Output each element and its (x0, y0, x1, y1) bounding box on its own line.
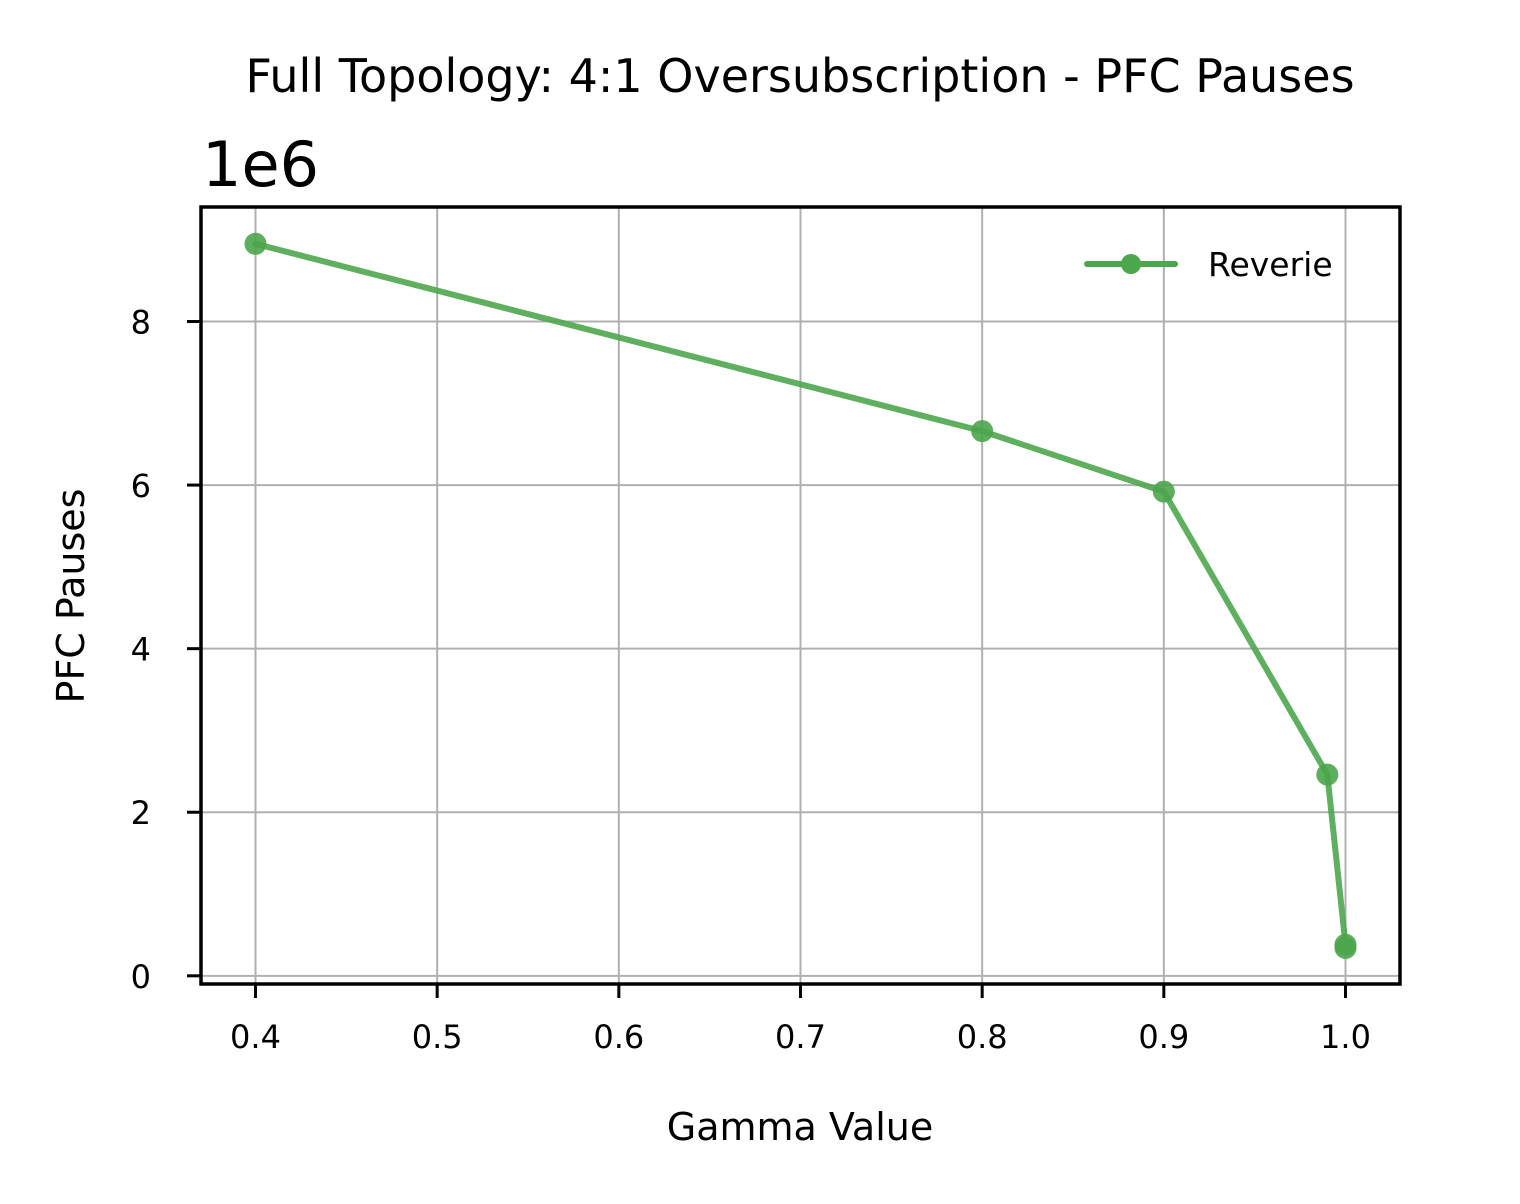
legend-label-reverie: Reverie (1208, 245, 1333, 284)
data-point (244, 232, 267, 255)
series-layer (244, 232, 1357, 960)
data-point (1152, 480, 1175, 503)
x-ticks-layer: 0.4 0.5 0.6 0.7 0.8 0.9 1.0 (230, 984, 1371, 1056)
y-tick-label: 4 (131, 631, 151, 669)
y-tick-label: 6 (131, 467, 151, 505)
y-ticks-layer: 0 2 4 6 8 (131, 304, 201, 996)
legend: Reverie (1084, 245, 1333, 284)
x-tick-label: 0.8 (957, 1018, 1008, 1056)
data-point (1316, 763, 1339, 786)
x-tick-label: 1.0 (1320, 1018, 1371, 1056)
legend-marker (1121, 254, 1141, 274)
y-multiplier-label: 1e6 (202, 128, 319, 201)
y-tick-label: 2 (131, 794, 151, 832)
y-tick-label: 8 (131, 304, 151, 342)
data-point (971, 420, 994, 443)
x-tick-label: 0.4 (230, 1018, 281, 1056)
grid-layer (201, 207, 1400, 984)
data-point (1334, 937, 1357, 960)
y-axis-label: PFC Pauses (49, 489, 93, 704)
x-tick-label: 0.6 (593, 1018, 644, 1056)
x-tick-label: 0.5 (412, 1018, 463, 1056)
y-tick-label: 0 (131, 958, 151, 996)
x-axis-label: Gamma Value (667, 1105, 933, 1149)
x-tick-label: 0.9 (1138, 1018, 1189, 1056)
x-tick-label: 0.7 (775, 1018, 826, 1056)
chart-title: Full Topology: 4:1 Oversubscription - PF… (245, 49, 1354, 103)
